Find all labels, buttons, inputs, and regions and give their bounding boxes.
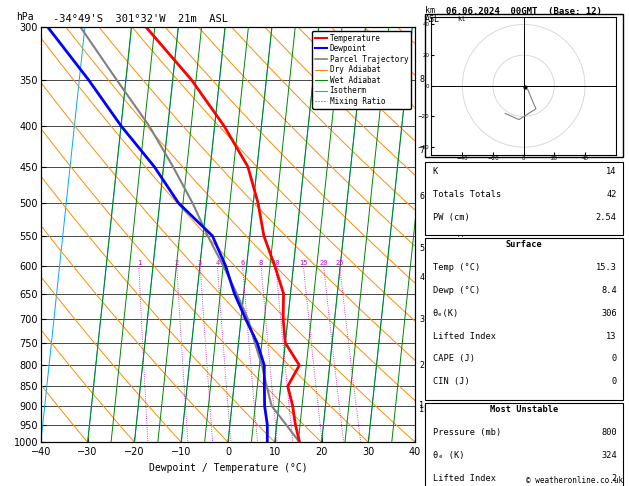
Text: 7: 7: [420, 146, 425, 156]
Text: 8: 8: [259, 260, 263, 266]
Text: 8: 8: [420, 75, 425, 85]
Text: 2.54: 2.54: [596, 212, 617, 222]
Text: © weatheronline.co.uk: © weatheronline.co.uk: [526, 476, 623, 485]
Y-axis label: Mixing Ratio (g/kg): Mixing Ratio (g/kg): [455, 183, 464, 286]
Text: 06.06.2024  00GMT  (Base: 12): 06.06.2024 00GMT (Base: 12): [446, 7, 601, 16]
Text: CAPE (J): CAPE (J): [433, 354, 474, 364]
Text: K: K: [433, 167, 438, 176]
Text: km
ASL: km ASL: [425, 6, 440, 24]
Text: 1: 1: [420, 401, 425, 410]
Text: 10: 10: [272, 260, 280, 266]
Text: 6: 6: [240, 260, 245, 266]
Text: 0: 0: [611, 354, 617, 364]
Text: 2: 2: [175, 260, 179, 266]
Text: 13: 13: [606, 331, 617, 341]
Bar: [425, 238, 623, 400]
Text: 15: 15: [299, 260, 308, 266]
Text: Totals Totals: Totals Totals: [433, 190, 501, 199]
Text: 5: 5: [420, 244, 425, 253]
Text: 42: 42: [606, 190, 617, 199]
Text: kt: kt: [458, 17, 466, 22]
Text: Most Unstable: Most Unstable: [489, 405, 558, 414]
Text: 324: 324: [601, 451, 617, 460]
Text: 25: 25: [335, 260, 344, 266]
X-axis label: Dewpoint / Temperature (°C): Dewpoint / Temperature (°C): [148, 463, 308, 473]
Text: CIN (J): CIN (J): [433, 377, 469, 386]
Text: θₑ(K): θₑ(K): [433, 309, 459, 318]
Text: Lifted Index: Lifted Index: [433, 331, 496, 341]
Text: 2: 2: [611, 473, 617, 483]
Text: 6: 6: [420, 191, 425, 201]
Bar: [425, 402, 623, 486]
Text: Surface: Surface: [505, 240, 542, 249]
Text: 3: 3: [420, 314, 425, 324]
Text: 3: 3: [198, 260, 203, 266]
Text: θₑ (K): θₑ (K): [433, 451, 464, 460]
Text: 20: 20: [320, 260, 328, 266]
Text: Pressure (mb): Pressure (mb): [433, 428, 501, 437]
Text: 800: 800: [601, 428, 617, 437]
Text: 1LCL: 1LCL: [420, 405, 439, 414]
Text: Temp (°C): Temp (°C): [433, 263, 480, 272]
Text: 14: 14: [606, 167, 617, 176]
Text: 306: 306: [601, 309, 617, 318]
Text: 2: 2: [420, 361, 425, 370]
Text: hPa: hPa: [16, 12, 33, 22]
Text: 1: 1: [136, 260, 141, 266]
Text: 8.4: 8.4: [601, 286, 617, 295]
Legend: Temperature, Dewpoint, Parcel Trajectory, Dry Adiabat, Wet Adiabat, Isotherm, Mi: Temperature, Dewpoint, Parcel Trajectory…: [312, 31, 411, 109]
Text: 15.3: 15.3: [596, 263, 617, 272]
Text: 4: 4: [420, 273, 425, 282]
Text: 4: 4: [215, 260, 220, 266]
Bar: [425, 15, 623, 157]
Text: -34°49'S  301°32'W  21m  ASL: -34°49'S 301°32'W 21m ASL: [53, 14, 228, 24]
Text: 0: 0: [611, 377, 617, 386]
Bar: [425, 162, 623, 235]
Text: PW (cm): PW (cm): [433, 212, 469, 222]
Text: Dewp (°C): Dewp (°C): [433, 286, 480, 295]
Text: Lifted Index: Lifted Index: [433, 473, 496, 483]
